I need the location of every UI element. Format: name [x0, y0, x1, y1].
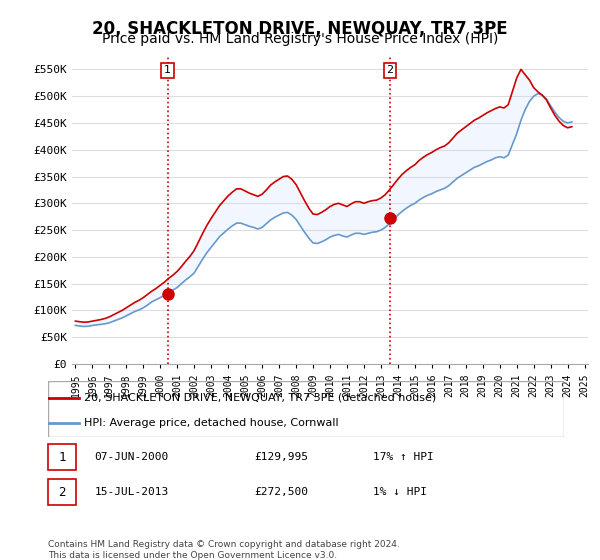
- Text: £272,500: £272,500: [254, 487, 308, 497]
- Text: 07-JUN-2000: 07-JUN-2000: [94, 452, 169, 462]
- Text: 2: 2: [386, 66, 394, 76]
- Text: 15-JUL-2013: 15-JUL-2013: [94, 487, 169, 497]
- Text: 2: 2: [58, 486, 65, 498]
- Text: Price paid vs. HM Land Registry's House Price Index (HPI): Price paid vs. HM Land Registry's House …: [102, 32, 498, 46]
- Text: 20, SHACKLETON DRIVE, NEWQUAY, TR7 3PE: 20, SHACKLETON DRIVE, NEWQUAY, TR7 3PE: [92, 20, 508, 38]
- Text: £129,995: £129,995: [254, 452, 308, 462]
- FancyBboxPatch shape: [48, 444, 76, 470]
- Text: 20, SHACKLETON DRIVE, NEWQUAY, TR7 3PE (detached house): 20, SHACKLETON DRIVE, NEWQUAY, TR7 3PE (…: [84, 393, 436, 403]
- Text: 17% ↑ HPI: 17% ↑ HPI: [373, 452, 434, 462]
- Text: 1: 1: [164, 66, 171, 76]
- Text: HPI: Average price, detached house, Cornwall: HPI: Average price, detached house, Corn…: [84, 418, 339, 428]
- Text: 1% ↓ HPI: 1% ↓ HPI: [373, 487, 427, 497]
- Text: 1: 1: [58, 451, 65, 464]
- FancyBboxPatch shape: [48, 479, 76, 505]
- Text: Contains HM Land Registry data © Crown copyright and database right 2024.
This d: Contains HM Land Registry data © Crown c…: [48, 540, 400, 560]
